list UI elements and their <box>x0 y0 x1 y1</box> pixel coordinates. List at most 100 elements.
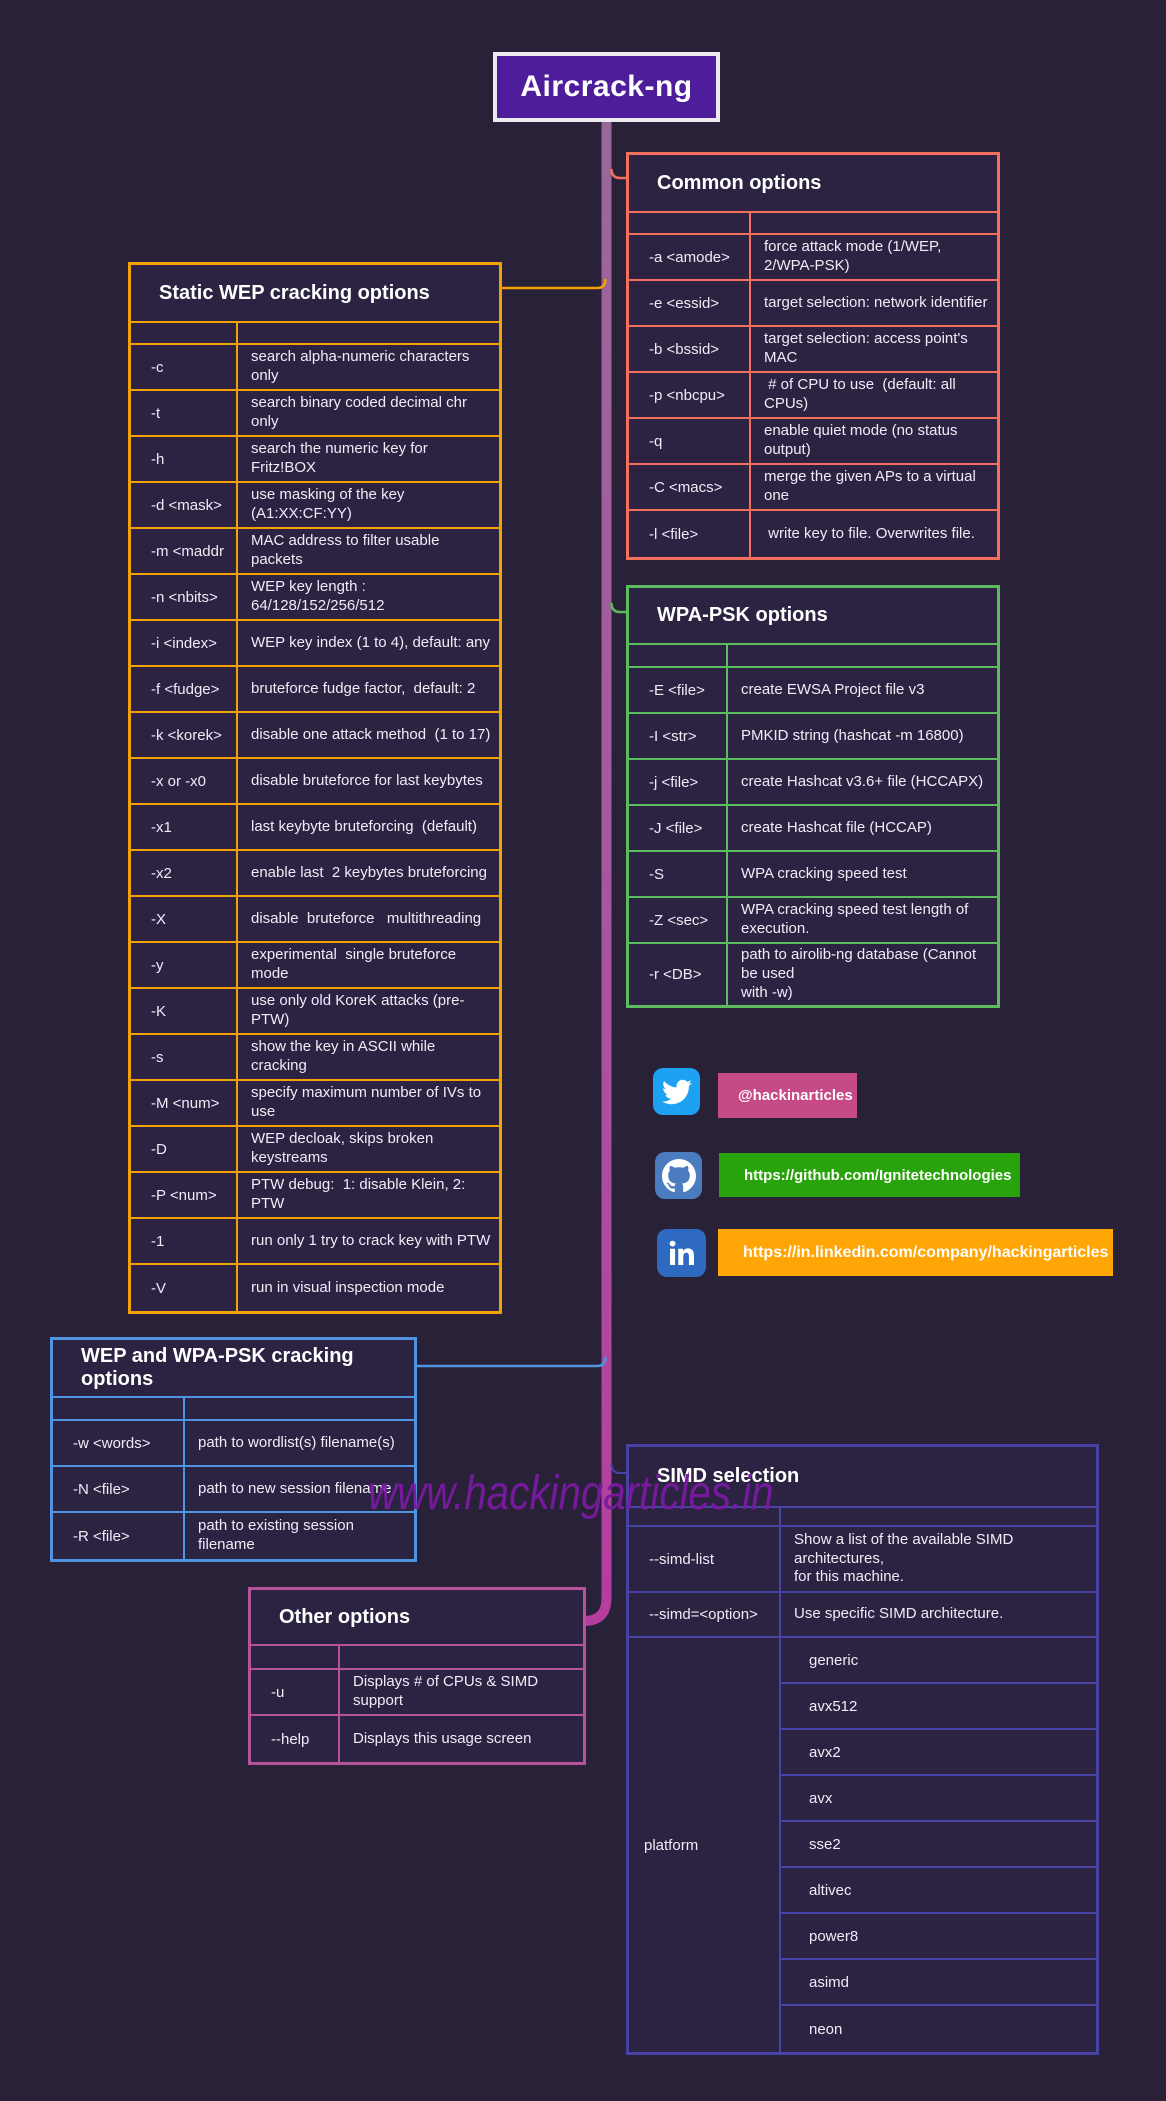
description-cell: disable bruteforce multithreading <box>251 909 482 927</box>
github-icon[interactable] <box>655 1152 702 1199</box>
table-row: -R <file> path to existing session filena… <box>53 1513 414 1559</box>
platform-option-cell: avx2 <box>781 1730 1096 1776</box>
option-cell: -n <nbits> <box>131 575 238 619</box>
table-header-row <box>131 323 499 345</box>
option-cell: -h <box>131 437 238 481</box>
table-row: -M <num> specify maximum number of IVs to… <box>131 1081 499 1127</box>
table-header-row <box>629 1508 1096 1527</box>
description-cell: create EWSA Project file v3 <box>741 680 925 698</box>
table-row: -N <file> path to new session filename <box>53 1467 414 1513</box>
option-cell: -D <box>131 1127 238 1171</box>
table-title-text: WPA-PSK options <box>657 604 828 626</box>
description-cell: Show a list of the available SIMD archit… <box>794 1530 1014 1586</box>
description-cell: disable one attack method (1 to 17) <box>251 725 491 743</box>
option-cell: -t <box>131 391 238 435</box>
description-cell: Use specific SIMD architecture. <box>794 1605 1004 1623</box>
description-cell: write key to file. Overwrites file. <box>764 524 975 542</box>
option-cell: -p <nbcpu> <box>629 373 751 417</box>
table-row: -y experimental single bruteforce mode <box>131 943 499 989</box>
linkedin-link-badge[interactable]: https://in.linkedin.com/company/hackinga… <box>718 1229 1113 1276</box>
option-cell: -u <box>251 1670 340 1714</box>
header-cell <box>53 1398 185 1419</box>
option-cell: -I <str> <box>629 714 728 758</box>
table-row: -n <nbits> WEP key length : 64/128/152/25… <box>131 575 499 621</box>
description-cell: merge the given APs to a virtual one <box>764 468 980 504</box>
option-cell: -k <korek> <box>131 713 238 757</box>
table-title: Static WEP cracking options <box>131 265 499 323</box>
description-cell: target selection: network identifier <box>764 293 988 311</box>
option-cell: -Z <sec> <box>629 898 728 942</box>
description-cell: # of CPU to use (default: all CPUs) <box>764 376 960 412</box>
table-row: -1 run only 1 try to crack key with PTW <box>131 1219 499 1265</box>
linkedin-icon[interactable] <box>657 1229 706 1277</box>
table-row: -a <amode> force attack mode (1/WEP, 2/WP… <box>629 235 997 281</box>
table-row: -c search alpha-numeric characters only <box>131 345 499 391</box>
table-header-row <box>251 1646 583 1670</box>
other-options-table: Other options -u Displays # of CPUs & SIM… <box>248 1587 586 1765</box>
twitter-bird-icon <box>661 1079 692 1104</box>
option-cell: -J <file> <box>629 806 728 850</box>
platform-option-cell: altivec <box>781 1868 1096 1914</box>
linkedin-link: https://in.linkedin.com/company/hackinga… <box>743 1243 1109 1261</box>
table-row: -d <mask> use masking of the key (A1:XX:C… <box>131 483 499 529</box>
github-octocat-icon <box>661 1158 696 1192</box>
table-row: -u Displays # of CPUs & SIMD support <box>251 1670 583 1716</box>
description-cell: use masking of the key (A1:XX:CF:YY) <box>251 486 409 522</box>
table-body: -a <amode> force attack mode (1/WEP, 2/WP… <box>629 235 997 557</box>
table-title: WPA-PSK options <box>629 588 997 645</box>
option-cell: -l <file> <box>629 511 751 557</box>
platform-option-cell: avx <box>781 1776 1096 1822</box>
common-options-table: Common options -a <amode> force attack mo… <box>626 152 1000 560</box>
twitter-handle-badge[interactable]: @hackinarticles <box>718 1073 857 1118</box>
table-body: -c search alpha-numeric characters only -t… <box>131 345 499 1311</box>
description-cell: last keybyte bruteforcing (default) <box>251 817 477 835</box>
option-cell: -e <essid> <box>629 281 751 325</box>
table-row: -p <nbcpu> # of CPU to use (default: all… <box>629 373 997 419</box>
description-cell: path to wordlist(s) filename(s) <box>198 1433 395 1451</box>
description-cell: create Hashcat v3.6+ file (HCCAPX) <box>741 772 984 790</box>
table-row: -w <words> path to wordlist(s) filename(s… <box>53 1421 414 1467</box>
option-cell: -M <num> <box>131 1081 238 1125</box>
option-cell: -b <bssid> <box>629 327 751 371</box>
twitter-icon[interactable] <box>653 1068 700 1115</box>
table-title: WEP and WPA-PSK cracking options <box>53 1340 414 1398</box>
table-row: -Z <sec> WPA cracking speed test length o… <box>629 898 997 944</box>
description-cell: WEP key index (1 to 4), default: any <box>251 633 491 651</box>
table-row: -S WPA cracking speed test <box>629 852 997 898</box>
table-body: --simd-list Show a list of the available … <box>629 1527 1096 1638</box>
connector-common <box>610 168 627 180</box>
option-cell: -V <box>131 1265 238 1311</box>
description-cell: specify maximum number of IVs to use <box>251 1084 486 1120</box>
table-row: -t search binary coded decimal chr only <box>131 391 499 437</box>
github-link-badge[interactable]: https://github.com/Ignitetechnologies <box>719 1153 1020 1197</box>
option-cell: -d <mask> <box>131 483 238 527</box>
option-cell: -x or -x0 <box>131 759 238 803</box>
description-cell: target selection: access point's MAC <box>764 330 972 366</box>
root-title-box: Aircrack-ng <box>493 52 720 122</box>
description-cell: WPA cracking speed test <box>741 864 907 882</box>
twitter-handle: @hackinarticles <box>738 1087 853 1104</box>
description-cell: create Hashcat file (HCCAP) <box>741 818 932 836</box>
table-row: -K use only old KoreK attacks (pre-PTW) <box>131 989 499 1035</box>
description-cell: PMKID string (hashcat -m 16800) <box>741 726 964 744</box>
header-cell <box>629 645 728 666</box>
header-cell <box>185 1398 414 1419</box>
description-cell: experimental single bruteforce mode <box>251 946 461 982</box>
description-cell: WPA cracking speed test length of execut… <box>741 901 973 937</box>
table-title-text: Common options <box>657 171 822 194</box>
description-cell: path to airolib-ng database (Cannot be u… <box>741 946 977 1001</box>
option-cell: -y <box>131 943 238 987</box>
option-cell: -s <box>131 1035 238 1079</box>
header-cell <box>251 1646 340 1668</box>
header-cell <box>751 213 997 233</box>
table-row: -I <str> PMKID string (hashcat -m 16800) <box>629 714 997 760</box>
option-cell: -q <box>629 419 751 463</box>
simd-selection-table: SIMD selection --simd-list Show a list of… <box>626 1444 1099 2055</box>
table-row: -V run in visual inspection mode <box>131 1265 499 1311</box>
linkedin-in-icon <box>669 1240 694 1265</box>
option-cell: -K <box>131 989 238 1033</box>
description-cell: bruteforce fudge factor, default: 2 <box>251 679 476 697</box>
description-cell: show the key in ASCII while cracking <box>251 1038 440 1074</box>
option-cell: -a <amode> <box>629 235 751 279</box>
